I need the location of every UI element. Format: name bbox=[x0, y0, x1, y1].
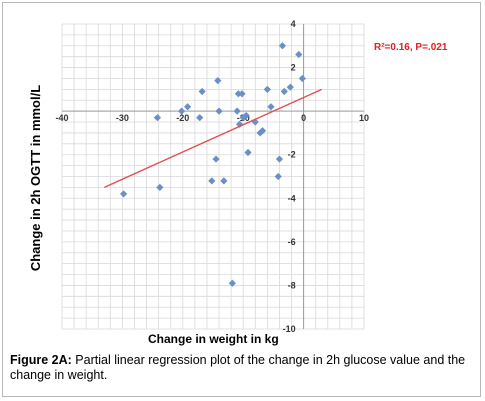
x-axis-title: Change in weight in kg bbox=[148, 332, 279, 346]
y-tick-label: -8 bbox=[288, 280, 296, 290]
regression-line-layer bbox=[103, 88, 323, 189]
data-point bbox=[177, 107, 186, 115]
data-point bbox=[228, 279, 236, 287]
data-point bbox=[120, 190, 128, 198]
data-point bbox=[242, 111, 250, 120]
data-point bbox=[239, 114, 247, 122]
data-point bbox=[267, 103, 275, 111]
data-point bbox=[208, 177, 216, 185]
data-point bbox=[238, 90, 246, 98]
data-point bbox=[156, 183, 164, 191]
x-tick-label: -20 bbox=[176, 113, 189, 123]
data-point bbox=[278, 42, 287, 50]
y-tick-label: -6 bbox=[288, 237, 296, 247]
data-point bbox=[212, 155, 220, 163]
data-point bbox=[244, 148, 252, 157]
x-tick-label: 10 bbox=[359, 113, 369, 123]
data-point bbox=[215, 107, 223, 115]
y-tick-label: -2 bbox=[288, 150, 296, 160]
y-tick-label: 2 bbox=[291, 63, 296, 73]
scatter-chart: -40-30-20-1001042-2-4-6-8-10 bbox=[55, 19, 369, 334]
data-point bbox=[280, 87, 288, 96]
data-point bbox=[196, 114, 204, 122]
regression-annotation: R²=0.16, P=.021 bbox=[374, 42, 448, 53]
data-point bbox=[233, 107, 241, 115]
axis-layer bbox=[62, 24, 364, 329]
data-point bbox=[258, 127, 267, 135]
caption-text: Partial linear regression plot of the ch… bbox=[10, 353, 466, 382]
data-point bbox=[198, 87, 206, 96]
x-tick-label: -40 bbox=[55, 113, 68, 123]
data-point bbox=[295, 50, 303, 59]
x-tick-label: -30 bbox=[116, 113, 129, 123]
caption-label: Figure 2A: bbox=[10, 353, 72, 367]
y-axis-title: Change in 2h OGTT in mmol/L bbox=[28, 84, 43, 272]
data-point bbox=[298, 74, 306, 83]
data-point bbox=[184, 103, 192, 111]
y-tick-label: -10 bbox=[283, 324, 296, 334]
data-point bbox=[234, 90, 242, 98]
data-point bbox=[214, 77, 222, 85]
y-tick-label: -4 bbox=[288, 193, 296, 203]
data-point bbox=[220, 177, 228, 185]
x-tick-label: 0 bbox=[301, 113, 306, 123]
y-tick-label: 4 bbox=[291, 19, 296, 29]
data-point bbox=[275, 155, 284, 163]
data-point bbox=[286, 83, 294, 91]
data-point bbox=[274, 172, 282, 181]
data-point bbox=[263, 85, 271, 93]
figure-caption: Figure 2A: Partial linear regression plo… bbox=[10, 353, 472, 383]
points-layer bbox=[120, 42, 306, 287]
data-point bbox=[153, 114, 162, 122]
regression-line bbox=[103, 88, 323, 189]
grid-layer bbox=[61, 23, 365, 330]
